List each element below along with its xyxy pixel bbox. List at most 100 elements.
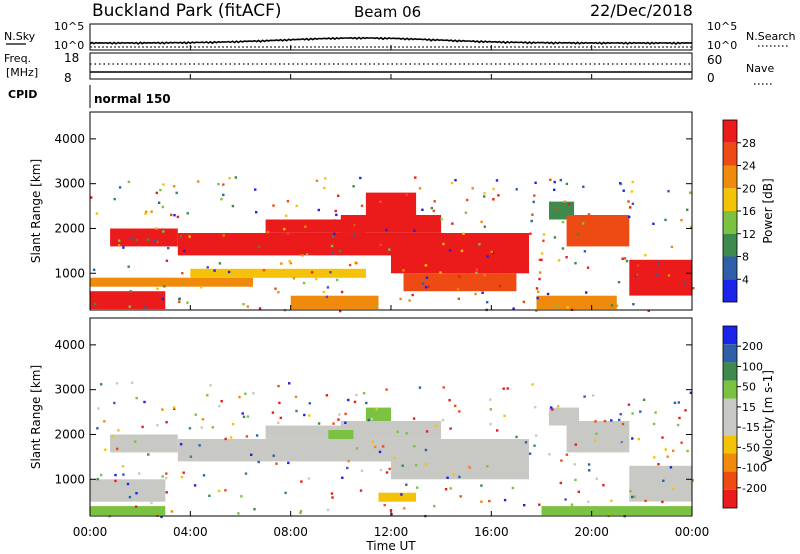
time-x-axis: 00:00 04:00 08:00 12:00 16:00 20:00 00:00 bbox=[73, 45, 709, 539]
velocity-speckle bbox=[627, 403, 631, 406]
power-speckle bbox=[186, 212, 189, 215]
power-speckle bbox=[129, 290, 132, 293]
velocity-speckle bbox=[393, 456, 396, 459]
power-speckle bbox=[462, 232, 465, 235]
velocity-speckle bbox=[480, 500, 483, 503]
velocity-speckle bbox=[258, 441, 261, 444]
power-echo-region-6 bbox=[365, 192, 417, 215]
power-speckle bbox=[411, 293, 414, 297]
power-speckle bbox=[95, 212, 99, 215]
velocity-speckle bbox=[434, 424, 438, 428]
power-echo-region-7 bbox=[391, 233, 529, 274]
velocity-echo-region-6 bbox=[391, 439, 529, 480]
colorbar-tick-label: 4 bbox=[742, 273, 749, 286]
power-speckle bbox=[670, 245, 674, 249]
velocity-speckle bbox=[347, 459, 350, 463]
velocity-speckle bbox=[415, 463, 418, 467]
velocity-colorbar-frame bbox=[722, 325, 738, 509]
power-speckle bbox=[690, 225, 693, 229]
velocity-speckle bbox=[657, 463, 660, 466]
power-speckle bbox=[213, 269, 216, 272]
power-speckle bbox=[475, 268, 478, 271]
power-speckle bbox=[655, 273, 659, 277]
power-speckle bbox=[257, 245, 261, 248]
velocity-speckle bbox=[220, 400, 223, 403]
power-speckle bbox=[155, 227, 158, 230]
velocity-speckle bbox=[570, 503, 574, 506]
power-speckle bbox=[155, 191, 158, 195]
y-tick-label: 2000 bbox=[54, 427, 85, 441]
velocity-speckle bbox=[433, 504, 436, 508]
velocity-speckle bbox=[277, 421, 280, 424]
power-speckle bbox=[255, 211, 258, 214]
power-speckle bbox=[274, 287, 277, 290]
power-speckle bbox=[483, 273, 486, 277]
power-speckle bbox=[622, 189, 625, 192]
power-speckle bbox=[617, 281, 621, 284]
velocity-speckle bbox=[134, 505, 138, 508]
velocity-speckle bbox=[400, 493, 403, 496]
power-speckle bbox=[567, 202, 571, 206]
velocity-speckle bbox=[344, 421, 347, 424]
power-colorbar-swatch bbox=[723, 142, 737, 166]
freq-unit-label: [MHz] bbox=[6, 66, 38, 79]
velocity-speckle bbox=[358, 446, 361, 450]
velocity-speckle bbox=[691, 479, 694, 482]
velocity-speckle bbox=[594, 420, 597, 423]
velocity-speckle bbox=[182, 471, 185, 474]
power-speckle bbox=[285, 214, 288, 217]
velocity-speckle bbox=[587, 463, 591, 466]
velocity-colorbar-swatch bbox=[723, 398, 737, 417]
velocity-speckle bbox=[489, 398, 492, 401]
power-speckle bbox=[127, 265, 130, 268]
power-speckle bbox=[631, 180, 634, 184]
velocity-speckle bbox=[503, 414, 506, 417]
velocity-speckle bbox=[633, 495, 636, 498]
power-speckle bbox=[286, 232, 290, 235]
x-tick-label: 20:00 bbox=[574, 525, 609, 539]
velocity-speckle bbox=[416, 486, 419, 489]
velocity-speckle bbox=[618, 418, 621, 422]
power-speckle bbox=[144, 210, 148, 213]
power-speckle bbox=[458, 275, 461, 278]
power-speckle bbox=[619, 182, 622, 185]
power-speckle bbox=[574, 262, 577, 265]
power-speckle bbox=[199, 286, 203, 289]
power-speckle bbox=[227, 270, 231, 274]
velocity-speckle bbox=[275, 462, 278, 465]
power-speckle bbox=[538, 277, 541, 281]
power-speckle bbox=[277, 291, 280, 294]
velocity-speckle bbox=[680, 441, 683, 444]
velocity-speckle bbox=[308, 402, 311, 405]
power-speckle bbox=[629, 206, 632, 209]
power-speckle bbox=[497, 194, 500, 197]
power-speckle bbox=[565, 256, 568, 259]
velocity-speckle bbox=[595, 432, 598, 435]
power-speckle bbox=[421, 208, 424, 211]
power-speckle bbox=[156, 240, 159, 244]
velocity-speckle bbox=[467, 467, 470, 470]
velocity-speckle bbox=[150, 501, 153, 505]
power-speckle bbox=[292, 277, 296, 280]
velocity-speckle bbox=[583, 395, 586, 398]
freq-tick-low: 8 bbox=[64, 71, 72, 85]
velocity-speckle bbox=[104, 448, 107, 451]
power-speckle bbox=[440, 218, 443, 221]
velocity-speckle bbox=[603, 419, 607, 423]
power-speckle bbox=[315, 278, 318, 281]
power-speckle bbox=[222, 234, 225, 237]
x-tick-label: 08:00 bbox=[273, 525, 308, 539]
power-speckle bbox=[228, 177, 231, 180]
velocity-speckle bbox=[610, 499, 613, 502]
velocity-speckle bbox=[103, 420, 106, 423]
x-tick-label: 00:00 bbox=[73, 525, 108, 539]
velocity-y-label: Slant Range [km] bbox=[29, 365, 43, 469]
velocity-speckle bbox=[594, 439, 597, 442]
power-speckle bbox=[231, 204, 235, 208]
power-speckle bbox=[128, 305, 131, 308]
power-echo-region-14 bbox=[536, 295, 617, 310]
power-echo-region-8 bbox=[403, 273, 517, 292]
power-speckle bbox=[549, 178, 552, 181]
power-speckle bbox=[288, 260, 291, 263]
velocity-speckle bbox=[341, 476, 344, 479]
